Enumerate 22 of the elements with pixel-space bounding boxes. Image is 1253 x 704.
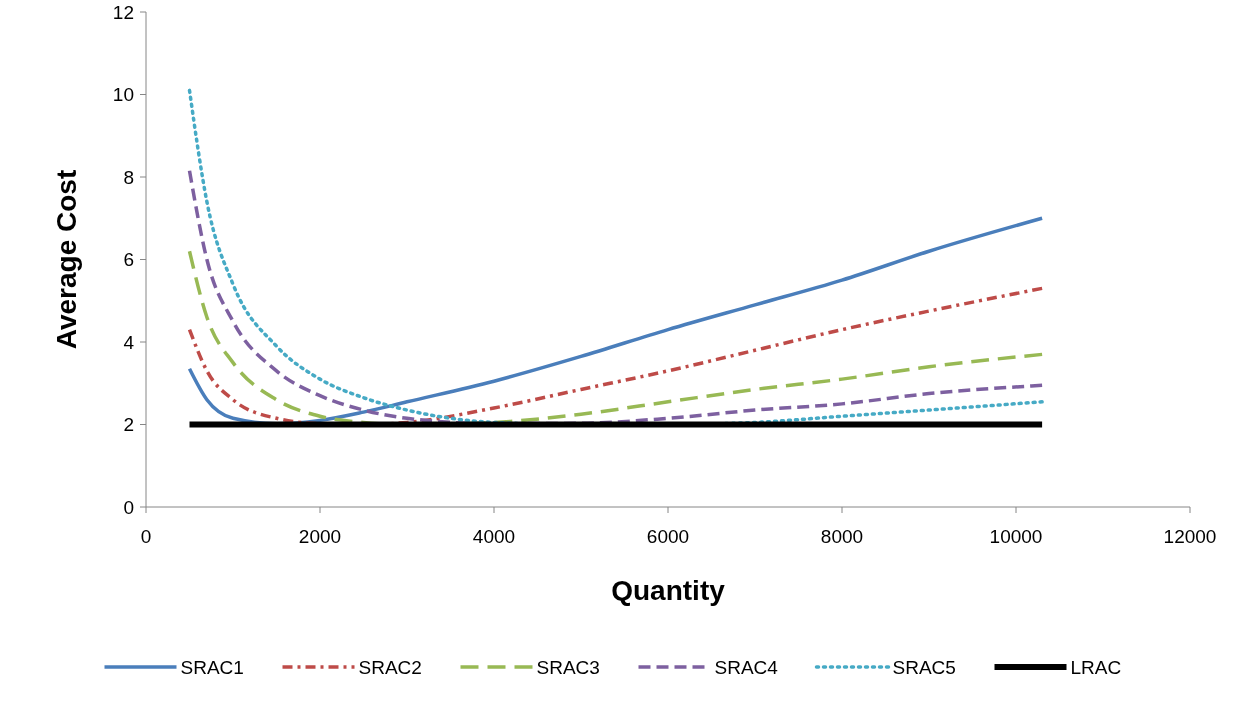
x-tick-label: 12000 [1163,526,1217,547]
y-tick-label: 10 [112,84,134,106]
x-tick-label: 4000 [472,526,516,547]
y-tick-label: 0 [123,496,134,518]
y-tick-label: 2 [123,414,134,436]
legend-label: SRAC3 [536,656,600,678]
x-axis-title: Quantity [611,575,726,606]
legend-label: LRAC [1070,656,1122,678]
y-tick-label: 4 [123,331,135,353]
x-tick-label: 2000 [298,526,342,547]
x-tick-label: 0 [140,526,152,547]
legend-label: SRAC2 [358,656,422,678]
y-tick-label: 6 [123,249,134,271]
y-tick-label: 12 [112,1,134,23]
legend-label: SRAC5 [892,656,956,678]
y-tick-label: 8 [123,166,134,188]
y-axis-title: Average Cost [51,169,82,350]
legend-label: SRAC4 [714,656,779,678]
x-tick-label: 6000 [646,526,690,547]
legend-label: SRAC1 [180,656,244,678]
x-tick-label: 10000 [989,526,1043,547]
x-tick-label: 8000 [820,526,864,547]
